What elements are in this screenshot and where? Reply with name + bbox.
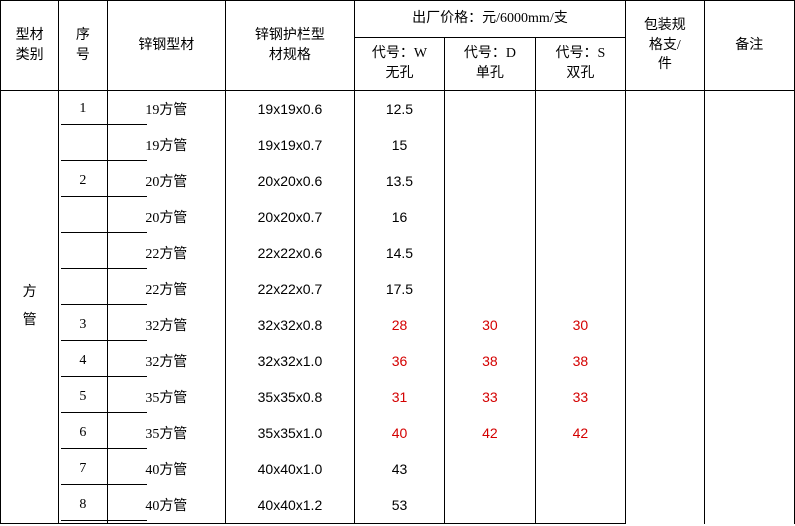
spec-cell: 19x19x0.6	[226, 91, 355, 128]
price-s-cell	[535, 199, 625, 235]
price-w-cell: 31	[354, 379, 444, 415]
spec-cell: 40x40x1.0	[226, 451, 355, 487]
price-w-cell: 14.5	[354, 235, 444, 271]
seq-cell: 1	[59, 91, 107, 128]
spec-cell: 32x32x0.8	[226, 307, 355, 343]
profile-cell: 32方管	[107, 343, 226, 379]
seq-cell: 3	[59, 307, 107, 343]
seq-cell: 8	[59, 487, 107, 524]
price-s-cell	[535, 235, 625, 271]
price-d-cell	[445, 235, 535, 271]
pack-cell	[626, 91, 704, 524]
profile-cell: 20方管	[107, 199, 226, 235]
profile-cell: 22方管	[107, 271, 226, 307]
profile-cell: 35方管	[107, 379, 226, 415]
header-code-d: 代号：D单孔	[445, 38, 535, 91]
header-code-s: 代号：S双孔	[535, 38, 625, 91]
price-w-cell: 28	[354, 307, 444, 343]
price-s-cell	[535, 451, 625, 487]
seq-cell: 7	[59, 451, 107, 487]
price-d-cell	[445, 451, 535, 487]
seq-cell: 5	[59, 379, 107, 415]
price-d-cell	[445, 91, 535, 128]
price-w-cell: 16	[354, 199, 444, 235]
profile-cell: 32方管	[107, 307, 226, 343]
spec-cell: 40x40x1.2	[226, 487, 355, 524]
seq-cell	[59, 271, 107, 307]
note-cell	[704, 91, 794, 524]
seq-cell: 6	[59, 415, 107, 451]
spec-cell: 19x19x0.7	[226, 127, 355, 163]
spec-cell: 32x32x1.0	[226, 343, 355, 379]
price-d-cell	[445, 127, 535, 163]
price-table-container: 型材类别 序号 锌钢型材 锌钢护栏型材规格 出厂价格：元/6000mm/支 包装…	[0, 0, 795, 524]
price-w-cell: 36	[354, 343, 444, 379]
price-d-cell: 38	[445, 343, 535, 379]
seq-cell: 2	[59, 163, 107, 199]
profile-cell: 22方管	[107, 235, 226, 271]
price-d-cell	[445, 199, 535, 235]
price-s-cell	[535, 91, 625, 128]
category-cell: 方管	[1, 91, 59, 524]
header-profile: 锌钢型材	[107, 1, 226, 91]
price-s-cell: 33	[535, 379, 625, 415]
profile-cell: 19方管	[107, 91, 226, 128]
table-body: 方管119方管19x19x0.612.5 19方管19x19x0.715 220方管…	[1, 91, 795, 524]
header-seq: 序号	[59, 1, 107, 91]
price-s-cell: 30	[535, 307, 625, 343]
price-s-cell	[535, 487, 625, 524]
header-spec: 锌钢护栏型材规格	[226, 1, 355, 91]
profile-cell: 19方管	[107, 127, 226, 163]
seq-cell	[59, 127, 107, 163]
table-row: 方管119方管19x19x0.612.5	[1, 91, 795, 128]
price-s-cell	[535, 271, 625, 307]
spec-cell: 20x20x0.7	[226, 199, 355, 235]
header-category: 型材类别	[1, 1, 59, 91]
header-price-group: 出厂价格：元/6000mm/支	[354, 1, 625, 38]
profile-cell: 20方管	[107, 163, 226, 199]
price-s-cell	[535, 127, 625, 163]
spec-cell: 35x35x0.8	[226, 379, 355, 415]
price-d-cell	[445, 163, 535, 199]
price-d-cell	[445, 271, 535, 307]
price-d-cell: 42	[445, 415, 535, 451]
price-w-cell: 43	[354, 451, 444, 487]
price-w-cell: 12.5	[354, 91, 444, 128]
spec-cell: 20x20x0.6	[226, 163, 355, 199]
seq-cell	[59, 199, 107, 235]
seq-cell	[59, 235, 107, 271]
seq-cell: 4	[59, 343, 107, 379]
price-w-cell: 15	[354, 127, 444, 163]
header-code-w: 代号：W无孔	[354, 38, 444, 91]
price-s-cell	[535, 163, 625, 199]
price-d-cell	[445, 487, 535, 524]
price-table: 型材类别 序号 锌钢型材 锌钢护栏型材规格 出厂价格：元/6000mm/支 包装…	[0, 0, 795, 524]
price-s-cell: 42	[535, 415, 625, 451]
header-pack: 包装规格支/件	[626, 1, 704, 91]
profile-cell: 40方管	[107, 487, 226, 524]
price-d-cell: 33	[445, 379, 535, 415]
price-w-cell: 13.5	[354, 163, 444, 199]
price-w-cell: 53	[354, 487, 444, 524]
price-s-cell: 38	[535, 343, 625, 379]
price-w-cell: 17.5	[354, 271, 444, 307]
price-d-cell: 30	[445, 307, 535, 343]
spec-cell: 22x22x0.6	[226, 235, 355, 271]
spec-cell: 22x22x0.7	[226, 271, 355, 307]
table-header: 型材类别 序号 锌钢型材 锌钢护栏型材规格 出厂价格：元/6000mm/支 包装…	[1, 1, 795, 91]
spec-cell: 35x35x1.0	[226, 415, 355, 451]
profile-cell: 40方管	[107, 451, 226, 487]
header-note: 备注	[704, 1, 794, 91]
price-w-cell: 40	[354, 415, 444, 451]
profile-cell: 35方管	[107, 415, 226, 451]
